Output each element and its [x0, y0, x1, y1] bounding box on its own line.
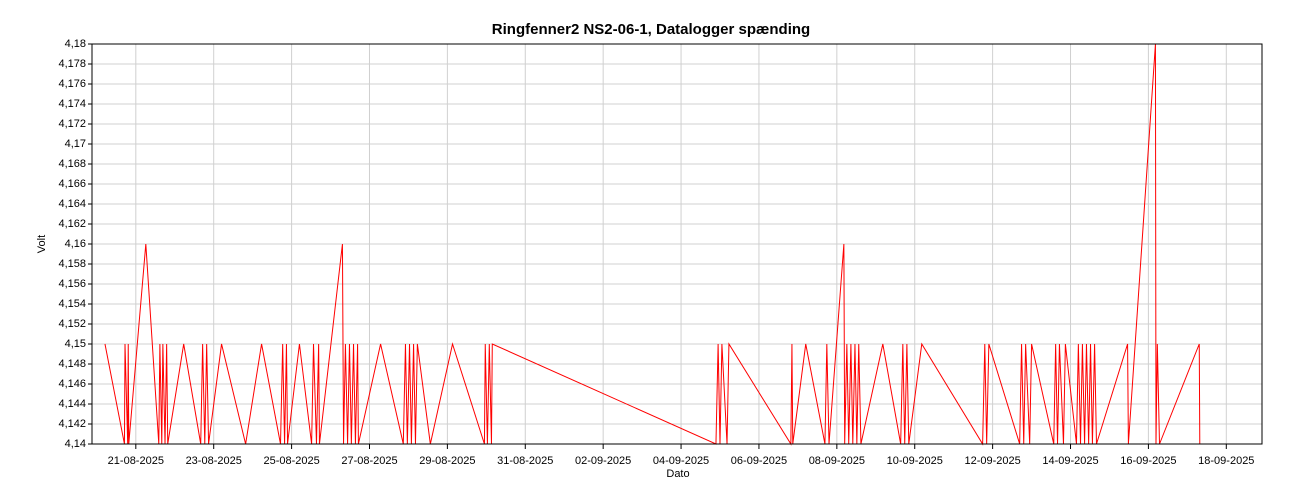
x-tick-label: 12-09-2025: [964, 455, 1020, 467]
y-tick-label: 4,156: [58, 278, 86, 290]
y-tick-label: 4,144: [58, 398, 86, 410]
x-tick-label: 25-08-2025: [263, 455, 319, 467]
y-tick-label: 4,146: [58, 378, 86, 390]
plot: [104, 43, 1201, 446]
y-tick-label: 4,152: [58, 318, 86, 330]
x-tick-label: 02-09-2025: [575, 455, 631, 467]
y-axis-label: Volt: [36, 235, 48, 253]
y-tick-label: 4,16: [65, 238, 86, 250]
y-tick-label: 4,166: [58, 178, 86, 190]
grid: [92, 43, 1262, 445]
y-tick-label: 4,174: [58, 98, 86, 110]
y-tick-label: 4,17: [65, 138, 86, 150]
x-tick-label: 16-09-2025: [1120, 455, 1176, 467]
chart-title: Ringfenner2 NS2-06-1, Datalogger spændin…: [492, 21, 810, 38]
y-tick-label: 4,18: [65, 38, 86, 50]
y-tick-label: 4,164: [58, 198, 86, 210]
x-tick-label: 23-08-2025: [186, 455, 242, 467]
y-tick-label: 4,15: [65, 338, 86, 350]
x-tick-label: 27-08-2025: [341, 455, 397, 467]
x-tick-label: 08-09-2025: [809, 455, 865, 467]
y-tick-label: 4,148: [58, 358, 86, 370]
x-tick-label: 31-08-2025: [497, 455, 553, 467]
y-tick-label: 4,178: [58, 58, 86, 70]
x-tick-label: 06-09-2025: [731, 455, 787, 467]
x-tick-label: 04-09-2025: [653, 455, 709, 467]
x-axis-label: Dato: [666, 468, 689, 480]
y-tick-label: 4,158: [58, 258, 86, 270]
x-tick-label: 10-09-2025: [887, 455, 943, 467]
y-tick-label: 4,14: [65, 438, 86, 450]
y-tick-label: 4,142: [58, 418, 86, 430]
x-tick-label: 29-08-2025: [419, 455, 475, 467]
x-tick-label: 18-09-2025: [1198, 455, 1254, 467]
y-tick-label: 4,168: [58, 158, 86, 170]
y-tick-label: 4,172: [58, 118, 86, 130]
y-tick-label: 4,176: [58, 78, 86, 90]
line-series: [104, 43, 1201, 446]
y-tick-label: 4,162: [58, 218, 86, 230]
y-tick-label: 4,154: [58, 298, 86, 310]
x-tick-label: 21-08-2025: [108, 455, 164, 467]
x-tick-label: 14-09-2025: [1042, 455, 1098, 467]
